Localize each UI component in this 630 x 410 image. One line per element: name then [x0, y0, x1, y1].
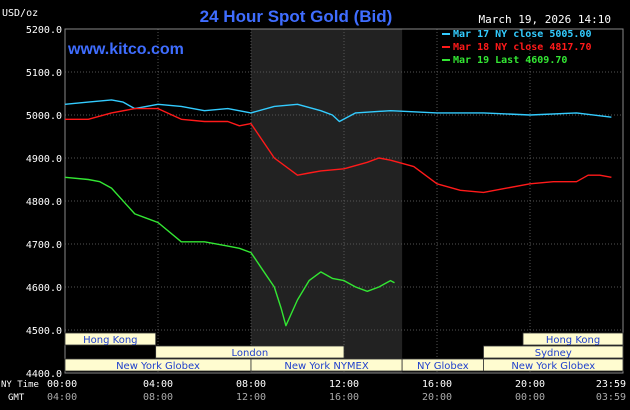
session-bar [483, 358, 624, 372]
session-bar [64, 332, 157, 346]
y-tick-label: 4900.0 [26, 154, 62, 165]
chart-timestamp: March 19, 2026 14:10 [479, 13, 611, 26]
chart-title: 24 Hour Spot Gold (Bid) [200, 7, 393, 26]
plot-border [64, 28, 624, 374]
session-label: New York Globex [511, 361, 595, 372]
chart-series [64, 99, 612, 327]
chart-legend: Mar 17 NY close 5005.00 Mar 18 NY close 4… [442, 29, 591, 66]
y-tick-label: 5200.0 [26, 25, 62, 36]
session-label: Hong Kong [83, 335, 137, 346]
y-tick-label: 4500.0 [26, 326, 62, 337]
session-bar [155, 345, 345, 359]
series-line-1 [64, 99, 612, 123]
x-tick-label-gmt: 16:00 [329, 392, 359, 403]
y-tick-label: 4600.0 [26, 283, 62, 294]
y-tick-label: 4400.0 [26, 369, 62, 380]
x-row-label-gmt: GMT [8, 393, 25, 403]
y-tick-label: 4700.0 [26, 240, 62, 251]
x-tick-label-ny: 12:00 [329, 379, 359, 390]
session-bar [522, 332, 624, 346]
y-tick-label: 5000.0 [26, 111, 62, 122]
y-axis-label: USD/oz [2, 8, 38, 19]
legend-entry: Mar 18 NY close 4817.70 [453, 42, 591, 53]
legend-entry: Mar 19 Last 4609.70 [453, 55, 567, 66]
session-label: London [232, 348, 269, 359]
y-tick-label: 5100.0 [26, 68, 62, 79]
x-tick-label-ny: 16:00 [422, 379, 452, 390]
x-tick-label-gmt: 03:59 [596, 392, 626, 403]
x-tick-label-ny: 00:00 [47, 379, 77, 390]
session-label: Sydney [535, 348, 572, 359]
legend-entry: Mar 17 NY close 5005.00 [453, 29, 591, 40]
session-label: New York Globex [116, 361, 200, 372]
x-tick-label-gmt: 08:00 [143, 392, 173, 403]
session-label: NY Globex [417, 361, 469, 372]
x-tick-label-gmt: 20:00 [422, 392, 452, 403]
series-line-3 [64, 176, 395, 327]
axis-ticks: 4400.0 4500.0 4600.0 4700.0 4800.0 4900.0 5000… [26, 25, 626, 403]
y-tick-label: 4800.0 [26, 197, 62, 208]
series-line-2 [65, 107, 612, 194]
x-tick-label-gmt: 12:00 [236, 392, 266, 403]
x-row-label-ny: NY Time [1, 380, 39, 390]
x-tick-label-ny: 08:00 [236, 379, 266, 390]
x-tick-label-gmt: 04:00 [47, 392, 77, 403]
source-label: www.kitco.com [67, 41, 184, 58]
market-sessions: Hong Kong London New York Globex New York N… [64, 332, 624, 372]
x-tick-label-ny: 04:00 [143, 379, 173, 390]
x-tick-label-ny: 20:00 [515, 379, 545, 390]
x-tick-label-gmt: 00:00 [515, 392, 545, 403]
session-label: New York NYMEX [284, 361, 369, 372]
session-bar [483, 345, 624, 359]
session-label: Hong Kong [546, 335, 600, 346]
x-tick-label-ny: 23:59 [596, 379, 626, 390]
